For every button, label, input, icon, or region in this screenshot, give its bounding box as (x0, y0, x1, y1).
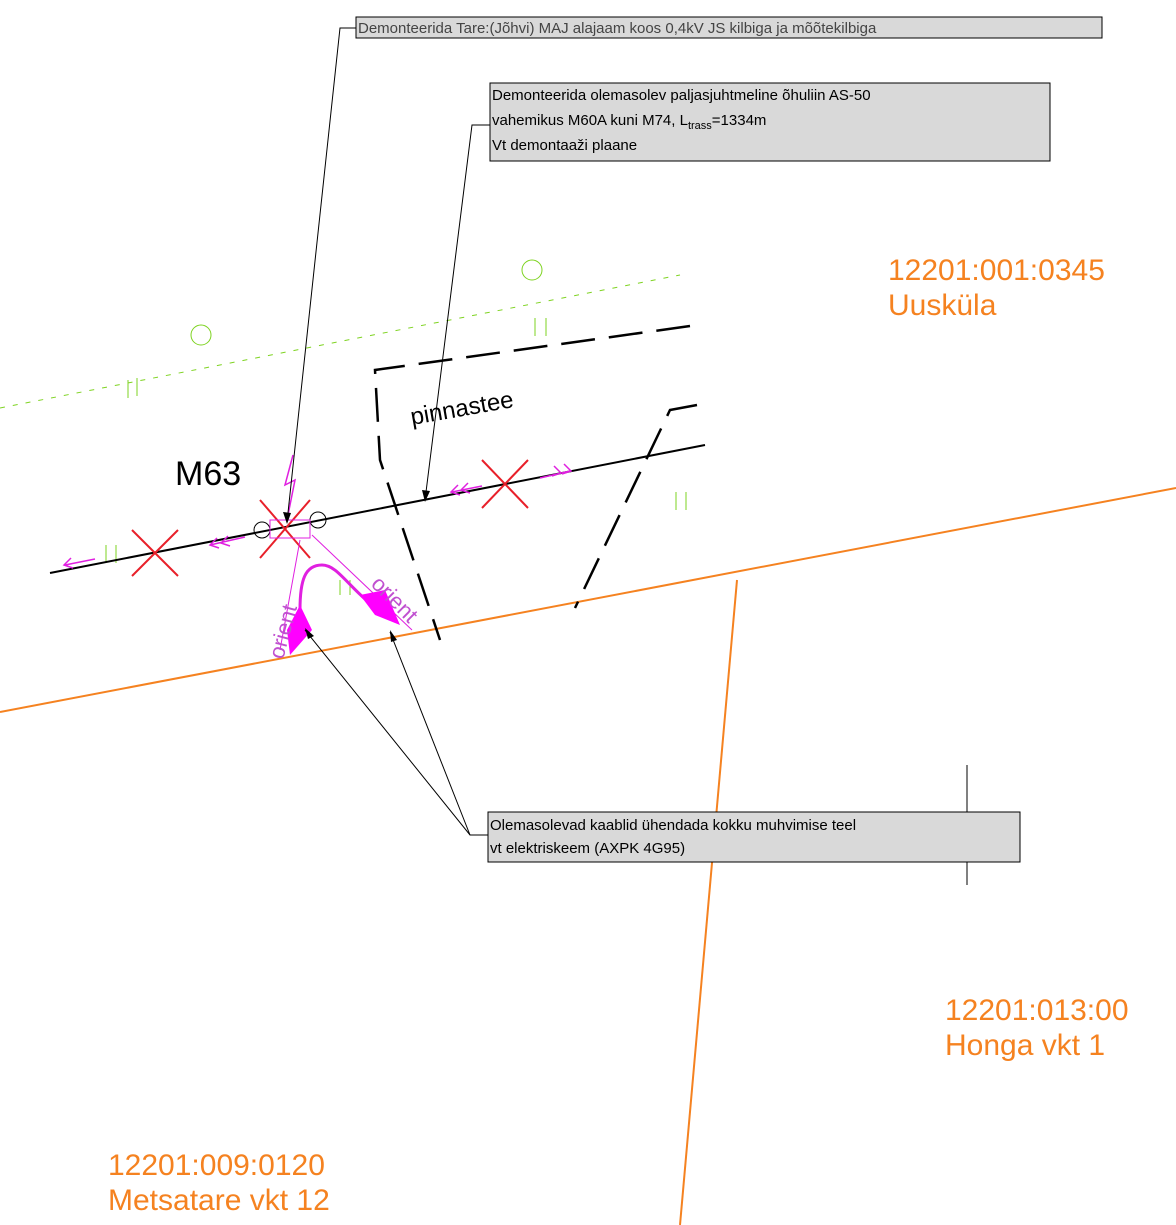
note-text: vahemikus M60A kuni M74, Ltrass=1334m (492, 112, 766, 132)
parcel-name: Honga vkt 1 (945, 1029, 1105, 1062)
parcel-name: Metsatare vkt 12 (108, 1184, 330, 1217)
note-text: Demonteerida Tare:(Jõhvi) MAJ alajaam ko… (358, 20, 877, 37)
subscript: trass (688, 120, 712, 132)
note-text: vt elektriskeem (AXPK 4G95) (490, 840, 685, 857)
note-boxes (355, 16, 1103, 863)
cable-elements (62, 454, 573, 651)
note-text: Olemasolevad kaablid ühendada kokku muhv… (490, 817, 856, 834)
parcel-name: Uusküla (888, 289, 997, 322)
parcel-id: 12201:013:00 (945, 994, 1129, 1027)
note-text: vahemikus M60A kuni M74, L (492, 112, 688, 129)
green-features (0, 259, 687, 595)
road-edges (373, 324, 698, 641)
note-text: =1334m (712, 112, 767, 129)
note-text: Demonteerida olemasolev paljasjuhtmeline… (492, 87, 871, 104)
overhead-line (49, 444, 706, 574)
parcel-id: 12201:009:0120 (108, 1149, 325, 1182)
cable-joints (287, 590, 400, 655)
parcel-boundaries (0, 487, 1176, 1225)
arrow-heads (283, 490, 430, 642)
road-label: pinnastee (408, 386, 515, 431)
parcel-id: 12201:001:0345 (888, 254, 1105, 287)
note-text: Vt demontaaži plaane (492, 137, 637, 154)
pole-label: M63 (175, 455, 241, 493)
leader-lines (286, 27, 968, 885)
demolition-marks (131, 459, 529, 577)
